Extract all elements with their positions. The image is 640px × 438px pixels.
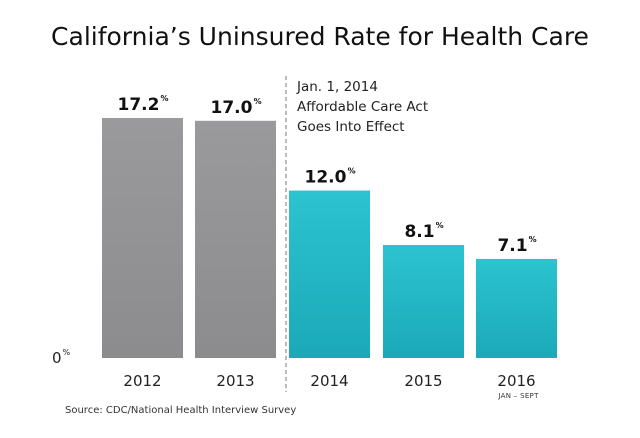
y-zero-percent-sign: % bbox=[63, 348, 71, 357]
value-label-2016: 7.1 bbox=[497, 236, 527, 256]
x-tick-2013: 2013 bbox=[216, 372, 254, 390]
bar-2013 bbox=[195, 120, 276, 358]
x-tick-2014: 2014 bbox=[310, 372, 348, 390]
aca-annotation: Jan. 1, 2014 Affordable Care Act Goes Into… bbox=[296, 79, 428, 135]
value-percent-sign: % bbox=[160, 94, 168, 103]
x-axis-ticks: 2012 2013 2014 2015 2016 JAN – SEPT bbox=[123, 372, 539, 400]
value-percent-sign: % bbox=[254, 97, 262, 106]
annotation-line-3: Goes Into Effect bbox=[297, 119, 405, 135]
value-percent-sign: % bbox=[436, 221, 444, 230]
source-note: Source: CDC/National Health Interview Su… bbox=[65, 405, 297, 416]
annotation-line-2: Affordable Care Act bbox=[297, 99, 428, 115]
value-percent-sign: % bbox=[348, 167, 356, 176]
bars-layer bbox=[102, 118, 557, 358]
y-zero-value: 0 bbox=[52, 349, 62, 367]
chart-title: California’s Uninsured Rate for Health C… bbox=[51, 22, 589, 51]
value-labels-layer: 17.2% 17.0 %12.0 %8.1 %7.1% bbox=[118, 94, 537, 256]
x-tick-2015: 2015 bbox=[404, 372, 442, 390]
x-tick-2012: 2012 bbox=[123, 372, 161, 390]
x-tick-sublabel: JAN – SEPT bbox=[497, 392, 539, 400]
bar-2014 bbox=[289, 190, 370, 358]
value-label-2012: 17.2 bbox=[118, 95, 160, 115]
bar-2015 bbox=[383, 244, 464, 358]
annotation-line-1: Jan. 1, 2014 bbox=[296, 79, 378, 95]
value-label-2014: 12.0 bbox=[305, 168, 347, 188]
value-percent-sign: % bbox=[529, 235, 537, 244]
bar-2012 bbox=[102, 118, 183, 358]
y-zero-label: 0% bbox=[52, 348, 71, 367]
x-tick-2016: 2016 bbox=[497, 372, 535, 390]
value-label-2013: 17.0 bbox=[211, 98, 253, 118]
bar-2016 bbox=[476, 258, 557, 358]
value-label-2015: 8.1 bbox=[404, 222, 434, 242]
